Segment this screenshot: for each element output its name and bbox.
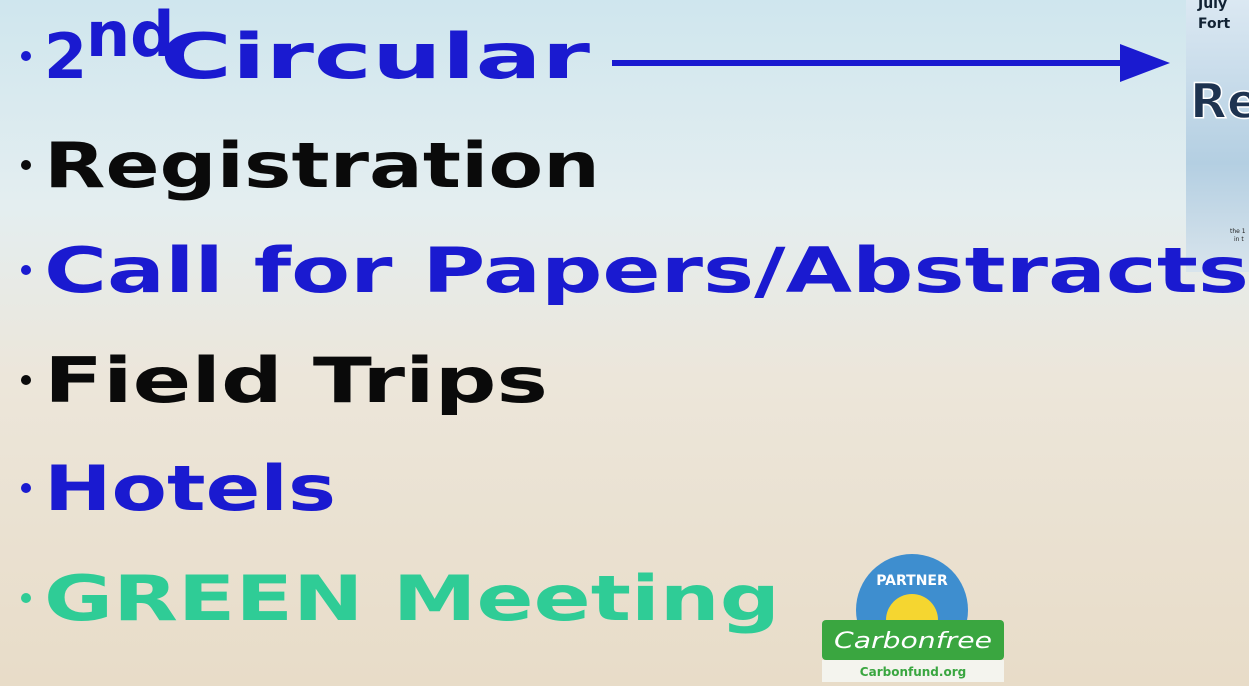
item-text: Circular bbox=[160, 20, 591, 93]
bullet bbox=[21, 375, 31, 385]
item-text: Field Trips bbox=[44, 344, 548, 417]
preview-text: July bbox=[1197, 0, 1227, 12]
logo-site: Carbonfund.org bbox=[860, 665, 966, 679]
slide: July Fort Re the 1 in t 2ndCircularRegis… bbox=[0, 0, 1249, 686]
item-text: Call for Papers/Abstracts bbox=[44, 234, 1249, 307]
bullet bbox=[21, 160, 31, 170]
logo-name: Carbonfree bbox=[834, 629, 992, 654]
preview-text: Fort bbox=[1198, 16, 1231, 32]
bullet bbox=[21, 265, 31, 275]
bullet bbox=[21, 593, 31, 603]
page: July Fort Re the 1 in t 2ndCircularRegis… bbox=[0, 0, 1249, 686]
bullet bbox=[21, 483, 31, 493]
bullet bbox=[21, 51, 31, 61]
item-text: GREEN Meeting bbox=[44, 562, 780, 635]
item-text: Hotels bbox=[44, 452, 336, 525]
item-text: 2 bbox=[44, 20, 87, 93]
item-text: Registration bbox=[44, 129, 600, 202]
logo-badge-text: PARTNER bbox=[876, 573, 948, 589]
preview-text: Re bbox=[1190, 74, 1249, 130]
circular-preview: July Fort Re the 1 in t bbox=[1186, 0, 1249, 272]
